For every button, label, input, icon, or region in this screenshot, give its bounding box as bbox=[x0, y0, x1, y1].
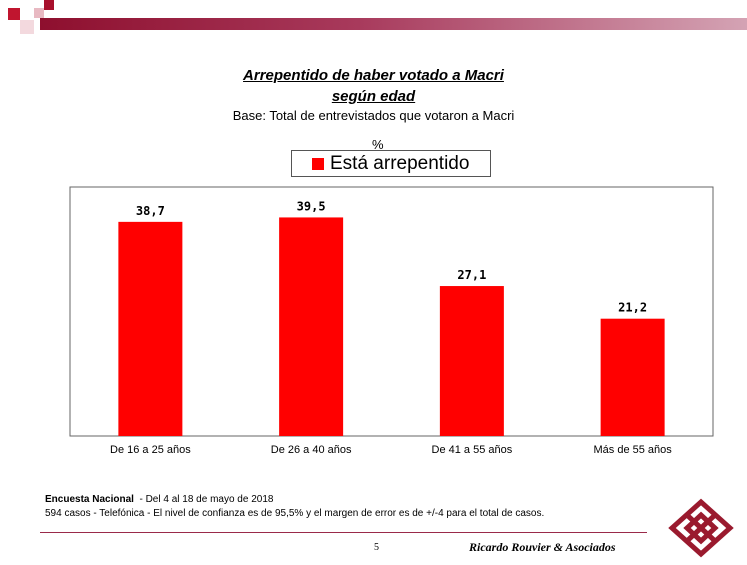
data-label: 39,5 bbox=[297, 199, 326, 213]
page-number: 5 bbox=[374, 542, 379, 553]
footer-survey-dates: - Del 4 al 18 de mayo de 2018 bbox=[133, 494, 274, 505]
bar bbox=[118, 221, 183, 436]
chart-title-line2: según edad bbox=[331, 88, 416, 105]
x-tick-label: De 26 a 40 años bbox=[271, 444, 352, 456]
data-label: 21,2 bbox=[618, 301, 647, 315]
legend-label: Está arrepentido bbox=[330, 152, 470, 174]
corner-square-light bbox=[20, 20, 34, 34]
chart-title: Arrepentido de haber votado a Macri bbox=[243, 67, 504, 84]
chart-subtitle: Base: Total de entrevistados que votaron… bbox=[232, 108, 515, 123]
brand-name: Ricardo Rouvier & Asociados bbox=[469, 540, 616, 554]
unit-label: % bbox=[372, 137, 384, 152]
header-band bbox=[40, 18, 747, 30]
legend: Está arrepentido bbox=[291, 150, 491, 177]
x-tick-label: De 41 a 55 años bbox=[432, 444, 513, 456]
footer-methodology: 594 casos - Telefónica - El nivel de con… bbox=[45, 508, 545, 519]
plot-area bbox=[69, 186, 714, 437]
x-tick-label: Más de 55 años bbox=[593, 444, 672, 456]
footer-survey-name: Encuesta Nacional bbox=[45, 494, 134, 505]
data-label: 27,1 bbox=[457, 268, 486, 282]
bar bbox=[600, 318, 665, 436]
data-label: 38,7 bbox=[136, 204, 165, 218]
bar bbox=[439, 286, 504, 436]
bar bbox=[279, 217, 344, 436]
corner-square-dark bbox=[44, 0, 54, 10]
corner-square-red bbox=[8, 8, 20, 20]
footer-rule bbox=[40, 532, 647, 533]
footer-survey-info: Encuesta Nacional - Del 4 al 18 de mayo … bbox=[45, 494, 273, 505]
x-tick-label: De 16 a 25 años bbox=[110, 444, 191, 456]
legend-swatch bbox=[312, 157, 324, 170]
brand-logo bbox=[668, 498, 734, 558]
corner-square-pink bbox=[34, 8, 44, 18]
